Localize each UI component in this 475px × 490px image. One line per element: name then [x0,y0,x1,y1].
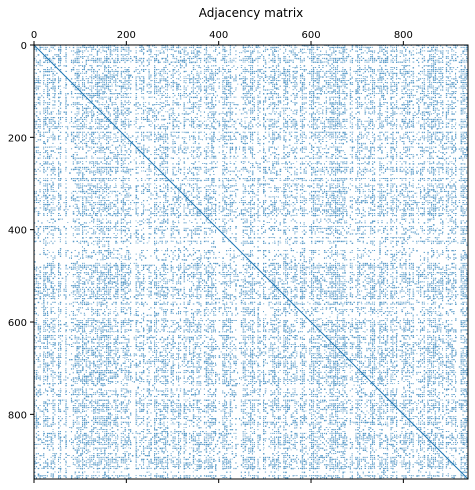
plot-frame [33,44,469,480]
y-tick-label: 400 [8,226,27,237]
diagonal-line [33,44,469,480]
diagonal-entries [33,44,469,480]
x-tick-label: 600 [301,30,320,41]
y-tick-label: 600 [8,318,27,329]
x-tick-label: 800 [394,30,413,41]
y-tick-label: 200 [8,133,27,144]
x-tick-label: 0 [31,30,37,41]
y-tick-label: 800 [8,410,27,421]
y-tick-label: 0 [21,41,27,52]
plot-area [33,44,469,480]
chart-title: Adjacency matrix [199,6,304,20]
y-axis: 0 200 400 600 800 [8,41,34,421]
x-tick-label: 400 [209,30,228,41]
x-axis: 0 200 400 600 800 [31,30,413,483]
x-tick-label: 200 [117,30,136,41]
